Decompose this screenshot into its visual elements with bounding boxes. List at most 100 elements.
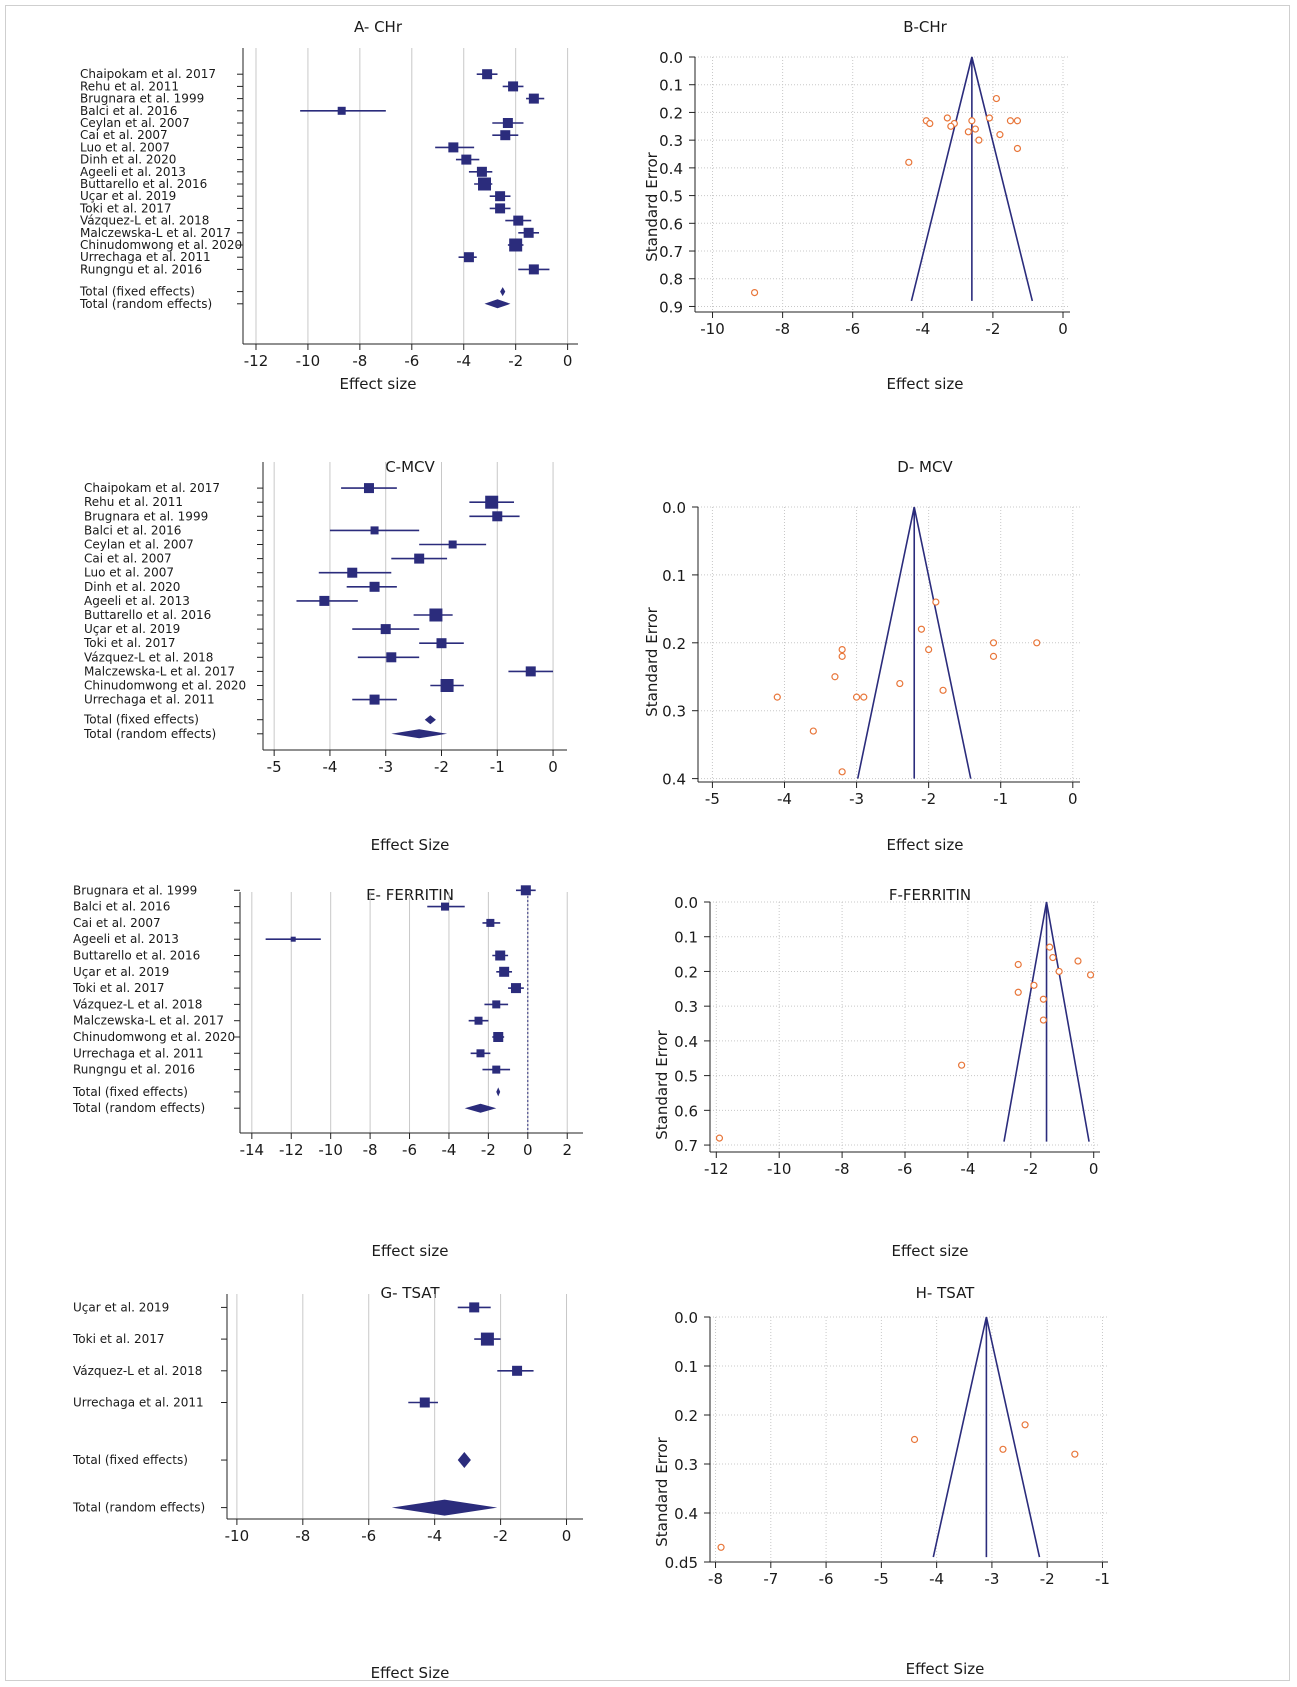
effect-marker	[369, 694, 380, 705]
study-label: Dinh et al. 2020	[84, 580, 180, 594]
y-tick-label: 0.6	[659, 215, 683, 233]
x-tick-label: -8	[363, 1141, 378, 1159]
effect-marker	[319, 595, 330, 606]
x-tick-label: -8	[835, 1160, 850, 1178]
study-label: Rungngu et al. 2016	[80, 262, 202, 276]
y-tick-label: 0.9	[659, 298, 683, 316]
study-point	[1014, 960, 1022, 969]
effect-marker	[500, 130, 511, 141]
study-label: Buttarello et al. 2016	[80, 177, 207, 191]
x-tick-label: -5	[267, 758, 282, 776]
effect-marker	[337, 106, 346, 115]
effect-marker	[461, 154, 472, 165]
x-axis-label: Effect size	[886, 375, 963, 392]
y-axis-label: Standard Error	[643, 151, 661, 261]
total-label: Total (random effects)	[83, 727, 216, 741]
x-tick-label: -2	[985, 320, 1000, 338]
y-tick-label: 0.7	[659, 243, 683, 261]
study-point	[971, 125, 979, 133]
y-tick-label: 0.4	[659, 160, 683, 178]
effect-marker	[528, 264, 539, 275]
x-axis-label: Effect Size	[371, 1664, 450, 1682]
panel-e-ferritin-forest-plot: E- FERRITIN Effect size -14 -12 -10 -8 -6 -4-…	[70, 880, 590, 1260]
study-point	[1013, 144, 1022, 153]
x-tick-label: -12	[704, 1160, 729, 1178]
x-tick-label: -12	[244, 352, 269, 370]
study-point	[1086, 971, 1095, 979]
x-tick-label: -4	[441, 1141, 456, 1159]
study-point	[896, 679, 904, 688]
study-point	[773, 693, 781, 701]
effect-marker	[502, 118, 513, 128]
study-label: Vázquez-L et al. 2018	[73, 997, 202, 1011]
funnel-plot-h: H- TSAT Effect Size Standard Error -8 -7 -…	[653, 1284, 1110, 1678]
chart-title: A- CHr	[354, 18, 403, 36]
study-point	[975, 136, 983, 144]
pooled-diamond	[484, 299, 511, 309]
y-tick-label: 0.5	[659, 188, 683, 206]
effect-marker	[495, 950, 506, 961]
effect-marker	[523, 227, 534, 238]
effect-marker	[499, 966, 510, 977]
study-label: Vázquez-L et al. 2018	[80, 214, 209, 228]
study-point	[1006, 117, 1015, 125]
effect-marker	[429, 608, 443, 622]
pooled-diamond	[424, 715, 436, 725]
panel-a-chr-forest-plot: A- CHr Effect size -12 -10 -8 -6 -4 -2 0 Chaipo…	[70, 12, 590, 393]
x-tick-label: -10	[225, 1527, 250, 1545]
effect-marker	[380, 624, 391, 635]
chart-title: D- MCV	[897, 458, 953, 476]
x-axis-label: Effect Size	[906, 1660, 985, 1678]
panel-c-mcv-forest-plot: C-MCV Effect Size -5 -4 -3 -2 -1 0 Chaipokam e…	[70, 452, 610, 854]
effect-marker	[509, 238, 523, 252]
study-label: Ageeli et al. 2013	[84, 594, 190, 608]
funnel-plot-d: D- MCV Effect size Standard Error -5 -4 -3…	[643, 458, 1080, 854]
study-point	[926, 119, 934, 128]
study-point	[1033, 639, 1041, 647]
study-label: Cai et al. 2007	[80, 128, 168, 142]
study-label: Urrechaga et al. 2011	[73, 1396, 204, 1410]
effect-marker	[440, 679, 454, 692]
study-point	[968, 117, 976, 125]
study-label: Rehu et al. 2011	[80, 79, 179, 93]
y-tick-label: 0.4	[674, 1033, 698, 1051]
effect-marker	[448, 142, 459, 153]
x-tick-label: 0	[563, 352, 573, 370]
forest-plot-a: A- CHr Effect size -12 -10 -8 -6 -4 -2 0 Chaipo…	[79, 18, 578, 393]
effect-marker	[482, 69, 493, 80]
study-label: Balci et al. 2016	[80, 104, 177, 118]
study-point	[939, 686, 947, 694]
y-tick-label: 0.4	[662, 771, 686, 789]
effect-marker	[478, 177, 492, 191]
study-label: Buttarello et al. 2016	[84, 608, 211, 622]
pooled-diamond	[391, 1499, 498, 1516]
panel-h-tsat-funnel-plot: H- TSAT Effect Size Standard Error -8 -7 -…	[640, 1282, 1140, 1682]
study-point	[925, 645, 933, 654]
x-axis-label: Effect size	[886, 836, 963, 852]
study-label: Chinudomwong et al. 2020	[73, 1030, 235, 1044]
x-tick-label: -5	[705, 790, 720, 808]
study-label: Ageeli et al. 2013	[73, 932, 179, 946]
x-tick-label: -3	[378, 758, 393, 776]
study-label: Chaipokam et al. 2017	[84, 481, 220, 495]
study-label: Rehu et al. 2011	[84, 495, 183, 509]
effect-marker	[485, 495, 499, 509]
x-tick-label: -6	[404, 352, 419, 370]
x-tick-label: -2	[1023, 1160, 1038, 1178]
x-tick-label: -8	[708, 1570, 723, 1588]
x-tick-label: -3	[849, 790, 864, 808]
effect-marker	[512, 1365, 523, 1376]
effect-marker	[414, 553, 425, 564]
study-label: Uçar et al. 2019	[84, 622, 180, 636]
y-axis-label: Standard Error	[653, 1029, 671, 1139]
study-point	[992, 94, 1001, 103]
effect-marker	[513, 215, 524, 226]
study-label: Vázquez-L et al. 2018	[84, 650, 213, 664]
y-tick-label: 0.3	[659, 132, 683, 150]
study-label: Uçar et al. 2019	[80, 189, 176, 203]
y-tick-label: 0.1	[662, 567, 686, 585]
x-tick-label: -1	[993, 790, 1008, 808]
effect-marker	[528, 93, 539, 104]
x-axis-label: Effect size	[371, 1242, 448, 1260]
study-point	[838, 645, 846, 654]
